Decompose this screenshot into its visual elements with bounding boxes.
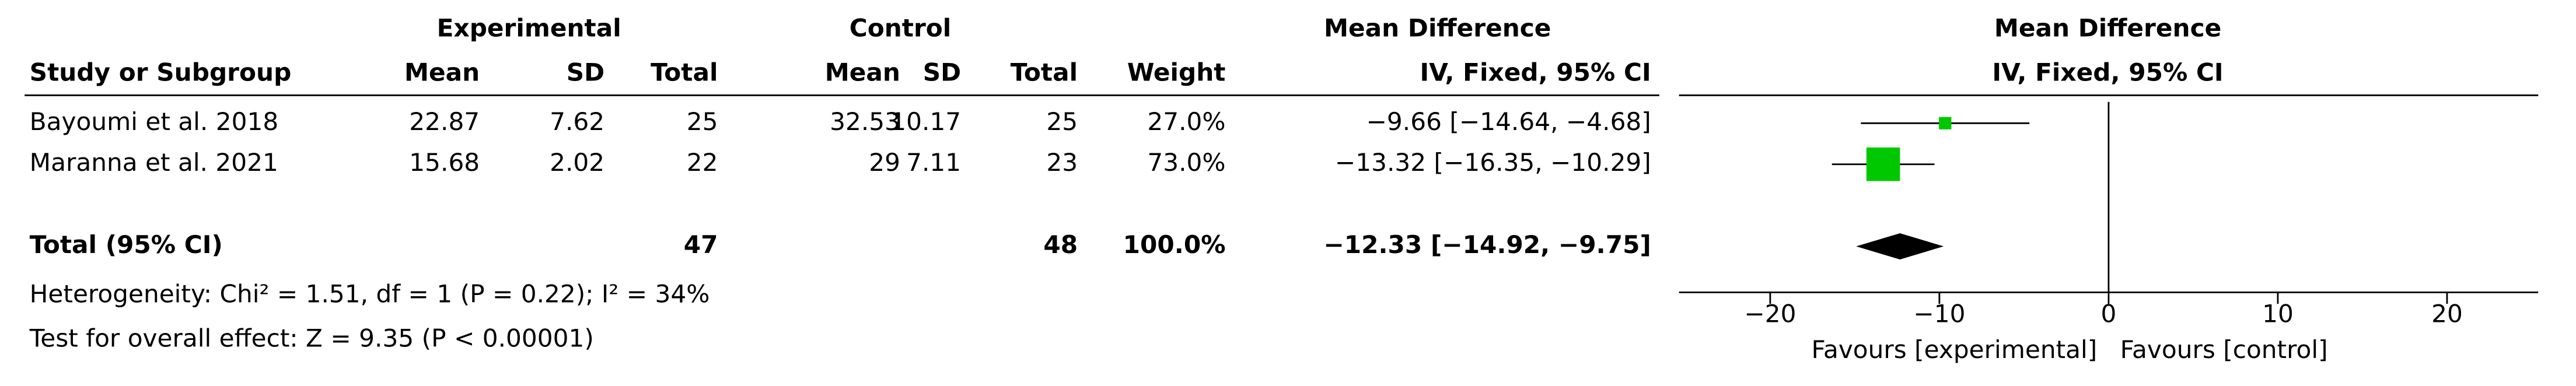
heterogeneity: Heterogeneity: Chi² = 1.51, df = 1 (P = … — [30, 279, 710, 308]
total-name: Total (95% CI) — [30, 230, 223, 259]
favours-right: Favours [control] — [2120, 335, 2328, 364]
column-header: Total — [651, 58, 718, 86]
column-header: Study or Subgroup — [30, 58, 292, 86]
x-tick-label: 10 — [2262, 299, 2294, 328]
cell: 15.68 — [409, 148, 480, 177]
study-name: Bayoumi et al. 2018 — [30, 107, 279, 136]
column-header: Total — [1011, 58, 1078, 86]
cell: 32.53 — [830, 107, 900, 136]
overall-effect: Test for overall effect: Z = 9.35 (P < 0… — [29, 324, 594, 353]
study-name: Maranna et al. 2021 — [30, 148, 278, 177]
cell: 7.62 — [550, 107, 604, 136]
x-tick-label: −10 — [1913, 299, 1965, 328]
column-header: Weight — [1127, 58, 1226, 86]
group-header: Mean Difference — [1324, 13, 1551, 42]
cell: 7.11 — [906, 148, 961, 177]
column-header: SD — [567, 58, 604, 86]
group-header: Mean Difference — [1994, 13, 2221, 42]
column-header: IV, Fixed, 95% CI — [1420, 58, 1651, 86]
effect-marker — [1866, 147, 1900, 181]
column-header: IV, Fixed, 95% CI — [1992, 58, 2223, 86]
cell: −13.32 [−16.35, −10.29] — [1335, 148, 1651, 177]
cell: 22 — [687, 148, 718, 177]
cell: 29 — [869, 148, 900, 177]
cell: 10.17 — [890, 107, 961, 136]
x-tick-label: −20 — [1744, 299, 1796, 328]
x-tick-label: 0 — [2100, 299, 2116, 328]
cell: 25 — [687, 107, 718, 136]
column-header: SD — [923, 58, 961, 86]
cell: −9.66 [−14.64, −4.68] — [1366, 107, 1651, 136]
cell: 47 — [684, 230, 718, 259]
column-header: Mean — [825, 58, 900, 86]
cell: 22.87 — [409, 107, 480, 136]
cell: 27.0% — [1147, 107, 1225, 136]
pooled-diamond — [1856, 233, 1944, 260]
cell: 25 — [1046, 107, 1078, 136]
effect-marker — [1939, 117, 1952, 129]
cell: −12.33 [−14.92, −9.75] — [1323, 230, 1651, 259]
cell: 48 — [1043, 230, 1078, 259]
group-header: Experimental — [437, 13, 621, 42]
group-header: Control — [850, 13, 952, 42]
cell: 2.02 — [550, 148, 604, 177]
column-header: Mean — [404, 58, 480, 86]
cell: 100.0% — [1123, 230, 1226, 259]
favours-left: Favours [experimental] — [1812, 335, 2098, 364]
cell: 73.0% — [1147, 148, 1225, 177]
x-tick-label: 20 — [2431, 299, 2463, 328]
cell: 23 — [1046, 148, 1078, 177]
